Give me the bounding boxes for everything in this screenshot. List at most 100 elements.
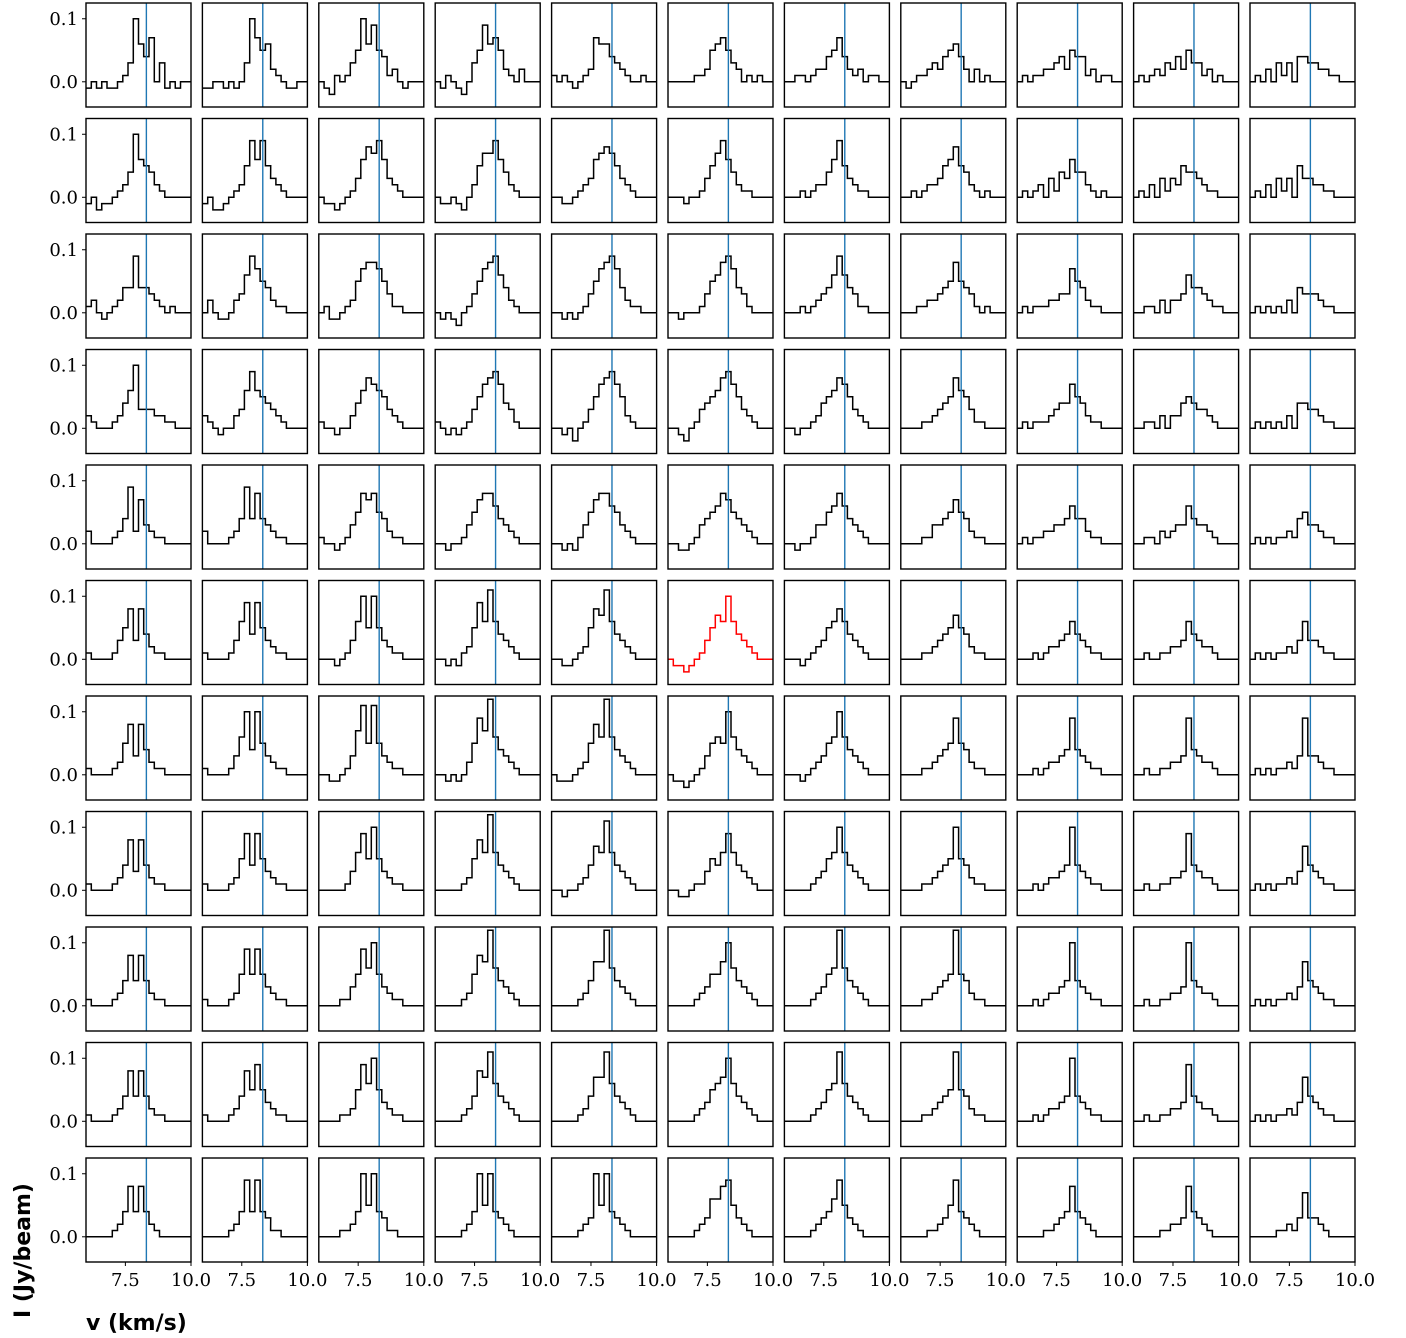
spectrum-panel xyxy=(667,810,774,917)
spectrum-line xyxy=(1017,505,1123,545)
spectrum-line xyxy=(1250,286,1355,314)
spectrum-panel: 0.0 0.1 7.5 10.0 xyxy=(49,1157,211,1291)
spectrum-line xyxy=(86,723,191,776)
panel-frame xyxy=(550,233,658,339)
spectrum-line xyxy=(435,24,541,96)
spectrum-panel xyxy=(783,1041,891,1148)
spectrum-panel xyxy=(201,348,309,455)
spectrum-line xyxy=(435,1173,541,1238)
panel-frame xyxy=(1249,117,1356,224)
spectrum-panel xyxy=(201,810,309,917)
spectrum-line xyxy=(900,43,1006,89)
spectrum-line xyxy=(318,704,424,782)
panel-frame xyxy=(85,348,192,455)
spectrum-panel xyxy=(1132,464,1240,570)
spectrum-panel xyxy=(1249,348,1356,455)
spectrum-panel xyxy=(1132,117,1240,224)
panel-frame xyxy=(201,117,309,224)
panel-frame xyxy=(900,464,1007,570)
spectrum-panel xyxy=(1249,926,1356,1032)
panel-frame xyxy=(318,2,425,108)
spectrum-line xyxy=(318,261,424,320)
spectrum-panel xyxy=(667,926,774,1032)
panel-frame xyxy=(1016,926,1123,1032)
panel-frame xyxy=(85,1157,192,1263)
spectrum-panel xyxy=(318,233,425,339)
spectrum-line xyxy=(668,255,773,320)
spectrum-panel xyxy=(434,464,541,570)
panel-frame xyxy=(1132,233,1240,339)
spectrum-panel: 0.0 0.1 xyxy=(49,2,192,108)
panel-frame xyxy=(1249,695,1356,801)
panel-frame xyxy=(85,579,192,686)
panel-frame xyxy=(1249,233,1356,339)
y-axis-label: I (Jy/beam) xyxy=(11,1183,36,1318)
panel-frame xyxy=(1249,2,1356,108)
spectrum-line xyxy=(86,1185,191,1238)
x-tick-label: 10.0 xyxy=(1102,1270,1142,1291)
spectrum-line xyxy=(784,255,890,314)
spectrum-panel xyxy=(434,117,541,224)
panel-frame xyxy=(318,579,425,686)
y-tick-label: 0.0 xyxy=(49,72,78,93)
spectrum-panel xyxy=(201,1041,309,1148)
spectrum-line xyxy=(900,1051,1006,1123)
spectrum-panel: 7.5 10.0 xyxy=(434,1157,560,1291)
spectrum-panel xyxy=(1132,695,1240,801)
spectrum-panel xyxy=(201,2,309,108)
spectrum-panel xyxy=(318,2,425,108)
spectrum-line xyxy=(86,486,191,545)
y-tick-label: 0.0 xyxy=(49,418,78,439)
spectrum-panel xyxy=(1132,579,1240,686)
spectrum-panel xyxy=(1016,233,1123,339)
panel-frame xyxy=(201,464,309,570)
panel-frame xyxy=(1016,1157,1123,1263)
spectrum-line xyxy=(318,826,424,892)
spectrum-panel: 0.0 0.1 xyxy=(49,348,192,455)
spectrum-panel xyxy=(900,810,1007,917)
spectrum-line xyxy=(784,1179,890,1238)
panel-frame xyxy=(318,926,425,1032)
spectrum-line xyxy=(318,18,424,96)
spectrum-line xyxy=(435,492,541,551)
panel-frame xyxy=(667,810,774,917)
panel-frame xyxy=(783,2,891,108)
spectrum-line xyxy=(1017,1057,1123,1123)
panel-frame xyxy=(1016,810,1123,917)
spectrum-line xyxy=(1017,717,1123,776)
panel-frame xyxy=(900,1041,1007,1148)
spectrum-line xyxy=(784,139,890,199)
spectrum-panel xyxy=(1249,810,1356,917)
spectrum-panel: 7.5 10.0 xyxy=(550,1157,677,1291)
spectrum-panel xyxy=(783,464,891,570)
panel-frame xyxy=(1016,117,1123,224)
x-tick-label: 7.5 xyxy=(1275,1270,1304,1291)
spectrum-line xyxy=(435,929,541,1007)
spectrum-panel xyxy=(1132,1041,1240,1148)
panel-frame xyxy=(201,233,309,339)
panel-frame xyxy=(201,348,309,455)
panel-frame xyxy=(1132,464,1240,570)
y-tick-label: 0.1 xyxy=(49,933,78,954)
panel-frame xyxy=(1016,348,1123,455)
spectrum-panel xyxy=(318,1041,425,1148)
panel-frame xyxy=(201,810,309,917)
spectrum-panel: 7.5 10.0 xyxy=(1249,1157,1375,1291)
spectrum-line xyxy=(1133,274,1239,314)
spectrum-panel xyxy=(1016,1041,1123,1148)
spectrum-line xyxy=(86,133,191,211)
panel-frame xyxy=(1016,579,1123,686)
panel-frame xyxy=(201,926,309,1032)
spectrum-panel xyxy=(667,233,774,339)
spectrum-line xyxy=(551,146,657,205)
spectrum-panel xyxy=(318,464,425,570)
panel-frame xyxy=(201,2,309,108)
spectrum-line xyxy=(668,1057,773,1123)
panel-frame xyxy=(900,117,1007,224)
spectrum-line xyxy=(900,614,1006,661)
spectrum-line xyxy=(668,711,773,789)
spectrum-panel xyxy=(900,695,1007,801)
x-tick-label: 10.0 xyxy=(986,1270,1026,1291)
panel-frame xyxy=(85,695,192,801)
spectrum-line xyxy=(318,1173,424,1238)
